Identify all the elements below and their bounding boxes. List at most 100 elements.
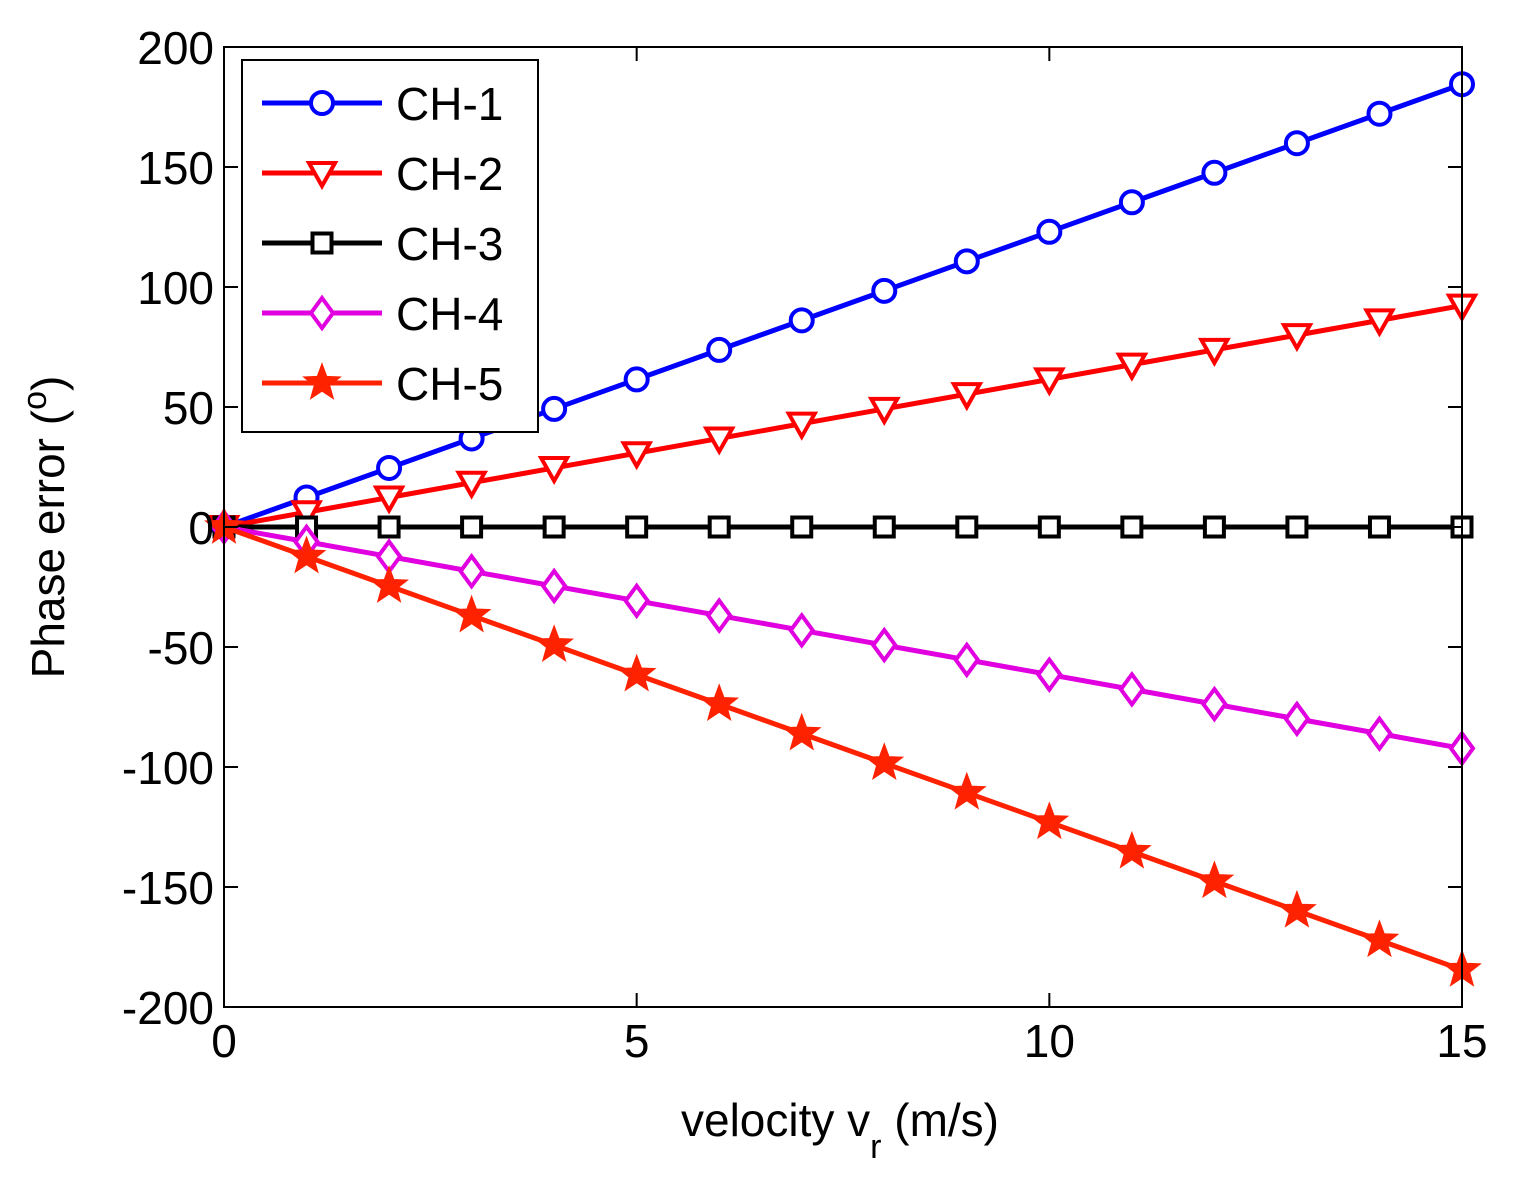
x-tick-label: 5: [624, 1015, 650, 1067]
x-tick-label: 0: [211, 1015, 237, 1067]
data-point: [867, 396, 901, 426]
legend-label: CH-3: [396, 218, 503, 270]
data-point: [534, 624, 574, 662]
data-point: [540, 567, 568, 605]
data-point: [1285, 515, 1309, 539]
plot-area-frame: [223, 46, 1463, 1008]
legend-marker: [308, 294, 336, 332]
legend-label: CH-5: [396, 358, 503, 410]
tick-labels: 0 5 10 15 200 150 100 50 0 -50 -100 -150 -200: [122, 22, 1488, 1067]
y-tick-label: -150: [122, 862, 214, 914]
data-point: [537, 455, 571, 486]
data-point: [1032, 367, 1066, 397]
series-line: [223, 303, 1463, 530]
series-line: [223, 524, 1463, 973]
data-point: [1118, 670, 1146, 708]
data-point: [705, 597, 733, 634]
data-point: [286, 535, 327, 574]
data-point: [1283, 700, 1311, 738]
legend-entry-ch-1: CH-1: [262, 78, 503, 130]
x-axis-title-units: (m/s): [881, 1094, 999, 1146]
data-point: [1194, 860, 1235, 899]
data-point: [788, 611, 816, 649]
y-tick-label: -200: [122, 982, 214, 1034]
legend-marker: [310, 231, 334, 255]
x-axis-title-main: velocity v: [681, 1094, 870, 1146]
legend-box: [241, 59, 539, 433]
data-point: [620, 441, 654, 471]
data-point: [788, 307, 815, 334]
data-point: [706, 336, 733, 363]
y-axis-title-close: ): [22, 376, 74, 391]
data-point: [707, 515, 731, 539]
x-axis-title-subscript: r: [870, 1128, 881, 1166]
data-point: [1200, 685, 1228, 723]
data-point: [1202, 515, 1226, 539]
y-tick-label: 0: [188, 502, 214, 554]
y-tick-label: 200: [137, 22, 214, 74]
legend-entry-ch-5: CH-5: [262, 358, 503, 410]
data-point: [790, 515, 814, 539]
data-point: [953, 248, 980, 275]
x-axis-title: velocity vr (m/s): [681, 1094, 999, 1166]
legend-entry-ch-4: CH-4: [262, 288, 503, 340]
data-point: [616, 653, 657, 692]
y-tick-label: -100: [122, 742, 214, 794]
data-point: [1277, 889, 1317, 928]
series-line: [223, 524, 1463, 751]
data-point: [699, 683, 740, 722]
y-tick-label: 150: [137, 142, 214, 194]
data-point: [1201, 159, 1228, 186]
data-point: [1283, 130, 1310, 157]
y-axis-title-main: Phase error (: [22, 409, 74, 678]
data-point: [785, 411, 819, 441]
data-point: [781, 712, 822, 751]
data-point: [864, 742, 905, 781]
data-point: [542, 515, 566, 539]
series-line: [223, 81, 1463, 530]
y-tick-label: 100: [137, 262, 214, 314]
data-point: [872, 515, 896, 539]
data-point: [1197, 337, 1231, 367]
data-point: [377, 515, 401, 539]
data-point: [1037, 515, 1061, 539]
data-point: [1366, 100, 1393, 127]
legend-label: CH-2: [396, 148, 503, 200]
data-point: [290, 500, 323, 530]
data-point: [369, 565, 409, 603]
data-point: [623, 582, 651, 620]
data-point: [1115, 352, 1149, 382]
x-tick-label: 15: [1436, 1015, 1487, 1067]
legend-entry-ch-2: CH-2: [262, 148, 503, 200]
data-point: [451, 594, 492, 633]
legend-marker: [302, 362, 342, 400]
series-ch-4: [210, 508, 1476, 767]
data-point: [1120, 515, 1144, 539]
data-point: [1280, 323, 1314, 353]
data-point: [625, 515, 649, 539]
data-point: [372, 485, 406, 515]
data-point: [1367, 515, 1391, 539]
data-point: [870, 626, 898, 664]
data-point: [1112, 830, 1152, 869]
data-point: [458, 552, 486, 590]
legend: CH-1 CH-2 CH-3 CH-4 CH-5: [241, 59, 539, 433]
data-point: [1036, 218, 1063, 245]
data-point: [541, 395, 568, 422]
data-point: [1029, 801, 1070, 840]
y-axis-title-superscript: o: [16, 391, 54, 410]
legend-entry-ch-3: CH-3: [262, 218, 503, 270]
y-tick-label: -50: [148, 622, 214, 674]
legend-marker: [309, 90, 335, 116]
data-point: [950, 382, 984, 412]
data-point: [955, 515, 979, 539]
x-tick-label: 10: [1024, 1015, 1075, 1067]
data-point: [376, 454, 403, 481]
y-tick-label: 50: [163, 382, 214, 434]
data-point: [1359, 919, 1400, 958]
data-point: [460, 515, 484, 539]
data-point: [1118, 189, 1145, 216]
plot-lines: [204, 71, 1482, 987]
